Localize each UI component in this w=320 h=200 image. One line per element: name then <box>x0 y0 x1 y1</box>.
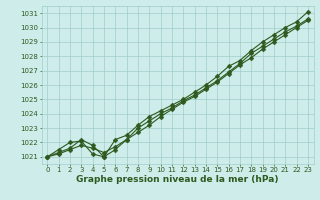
X-axis label: Graphe pression niveau de la mer (hPa): Graphe pression niveau de la mer (hPa) <box>76 175 279 184</box>
